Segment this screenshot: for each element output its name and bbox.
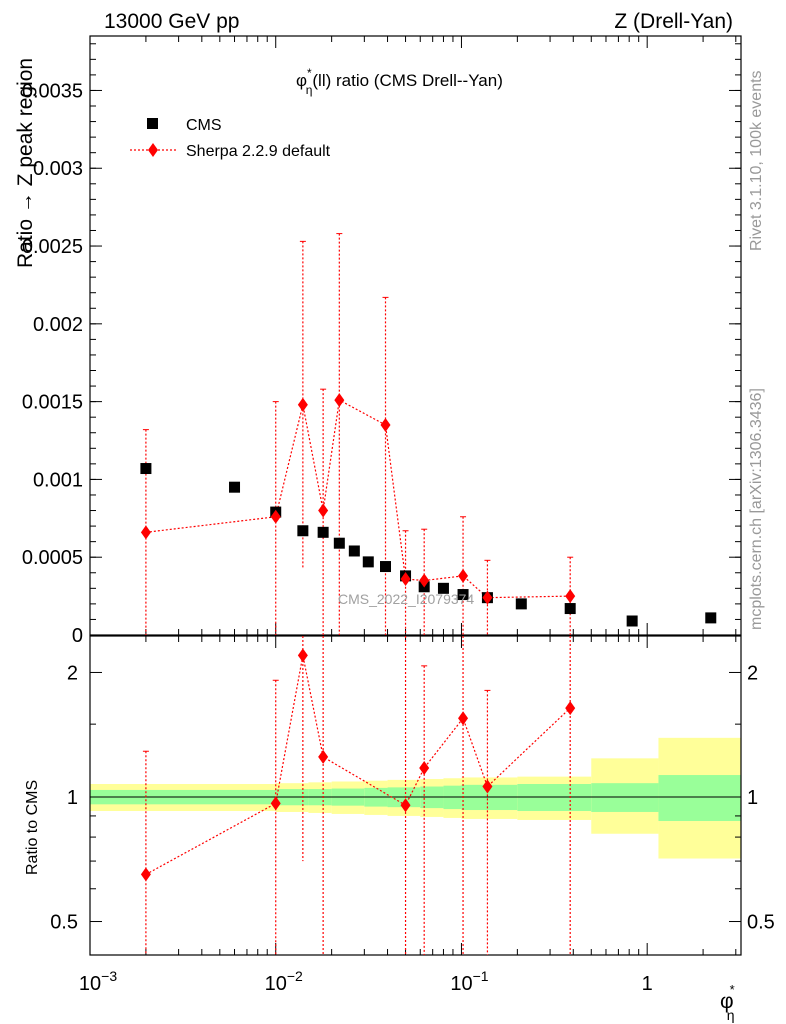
cms-point [705, 612, 717, 624]
ratio-inner-band [517, 783, 592, 811]
cms-point [437, 582, 449, 594]
cms-point [348, 545, 360, 557]
x-tick-labels: 10−3 10−2 10−1 1 [79, 968, 653, 995]
y-tick-label: 0.0005 [22, 547, 83, 569]
main-data-group [140, 233, 717, 635]
cms-point [297, 525, 309, 537]
sherpa-point [297, 397, 308, 412]
cms-point [229, 481, 241, 493]
ratio-plot-frame [89, 635, 742, 956]
x-tick-label-base: 1 [642, 973, 653, 995]
main-ylabel: Ratio → Z peak region [14, 58, 37, 268]
cms-point [317, 526, 329, 538]
ratio-point [565, 701, 576, 716]
ratio-point [400, 798, 411, 813]
cms-point [140, 463, 152, 475]
sherpa-point [270, 509, 281, 524]
ratio-inner-band [658, 775, 741, 821]
legend-sherpa-label: Sherpa 2.2.9 default [186, 143, 331, 160]
main-title-rest: (ll) ratio (CMS Drell--Yan) [312, 71, 502, 90]
x-axis-title: φ* η [720, 982, 735, 1023]
cms-point [380, 561, 392, 573]
cms-point [457, 589, 469, 601]
sherpa-point [419, 573, 430, 588]
ratio-point [140, 867, 151, 882]
sherpa-point [318, 503, 329, 518]
header-right: Z (Drell-Yan) [614, 10, 733, 33]
main-plot-frame [89, 35, 742, 636]
ratio-point [297, 648, 308, 663]
cms-point [564, 603, 576, 615]
mcplots-label: mcplots.cern.ch [arXiv:1306.3436] [748, 388, 765, 630]
ratio-y-tick-label: 2 [67, 662, 78, 684]
x-tick-label-exponent: −2 [287, 968, 303, 984]
cms-point [515, 598, 527, 610]
main-title-symbol: φ [296, 71, 307, 90]
sherpa-point [334, 393, 345, 408]
x-tick-label: 10−2 [265, 968, 303, 995]
x-tick-label: 1 [642, 973, 653, 995]
x-axis-title-sub: η [727, 1007, 735, 1023]
ratio-y-tick-label: 0.5 [50, 912, 78, 934]
x-tick-label-base: 10 [79, 973, 101, 995]
ratio-axes-group: 0.5 0.5 1 1 2 2 [50, 635, 775, 956]
x-tick-label-exponent: −1 [473, 968, 489, 984]
ratio-point [318, 749, 329, 764]
header-left: 13000 GeV pp [104, 10, 239, 33]
y-tick-label: 0 [72, 625, 83, 647]
ratio-line [145, 655, 571, 875]
sherpa-point [400, 571, 411, 586]
y-tick-label: 0.0015 [22, 392, 83, 414]
legend-cms-marker [147, 118, 158, 129]
legend-cms-label: CMS [186, 117, 222, 134]
x-tick-label-exponent: −3 [101, 968, 117, 984]
ratio-data-group [140, 636, 576, 955]
rivet-label: Rivet 3.1.10, 100k events [748, 70, 765, 251]
main-axes-group: 0 0.0005 0.001 0.0015 0.002 0.0025 0.003 0.0035 [22, 35, 742, 647]
main-title-sub: η [306, 83, 313, 97]
sherpa-point [482, 590, 493, 605]
sherpa-point [458, 568, 469, 583]
sherpa-point [565, 589, 576, 604]
main-title-sup: * [307, 66, 312, 80]
main-title: φ* η(ll) ratio (CMS Drell--Yan) [296, 66, 503, 97]
watermark: CMS_2022_I2079374 [338, 591, 474, 607]
ratio-inner-band [591, 783, 659, 812]
y-tick-label: 0.003 [33, 158, 83, 180]
sherpa-line [145, 399, 571, 599]
cms-point [333, 537, 345, 549]
ratio-y-tick-label: 1 [67, 787, 78, 809]
ratio-point [458, 711, 469, 726]
x-tick-label: 10−1 [450, 968, 488, 995]
ratio-point [270, 796, 281, 811]
x-tick-label: 10−3 [79, 968, 117, 995]
legend-sherpa-marker [148, 143, 158, 157]
y-tick-label: 0.0035 [22, 80, 83, 102]
ratio-ylabel: Ratio to CMS [24, 780, 41, 875]
ratio-point [419, 761, 430, 776]
y-tick-label: 0.0025 [22, 236, 83, 258]
x-tick-label-base: 10 [450, 973, 472, 995]
ratio-y-tick-label-right: 2 [747, 662, 758, 684]
x-axis-title-symbol: φ [720, 990, 734, 1013]
ratio-point [482, 779, 493, 794]
legend: CMS Sherpa 2.2.9 default [130, 117, 331, 160]
x-tick-label-base: 10 [265, 973, 287, 995]
sherpa-point [380, 417, 391, 432]
y-tick-label: 0.002 [33, 314, 83, 336]
ratio-bands-group [90, 737, 741, 859]
ratio-y-tick-label-right: 1 [747, 787, 758, 809]
x-axis-title-sup: * [730, 982, 735, 997]
cms-point [362, 556, 374, 568]
y-tick-label: 0.001 [33, 469, 83, 491]
ratio-y-tick-label-right: 0.5 [747, 912, 775, 934]
cms-point [626, 615, 638, 627]
sherpa-point [140, 525, 151, 540]
